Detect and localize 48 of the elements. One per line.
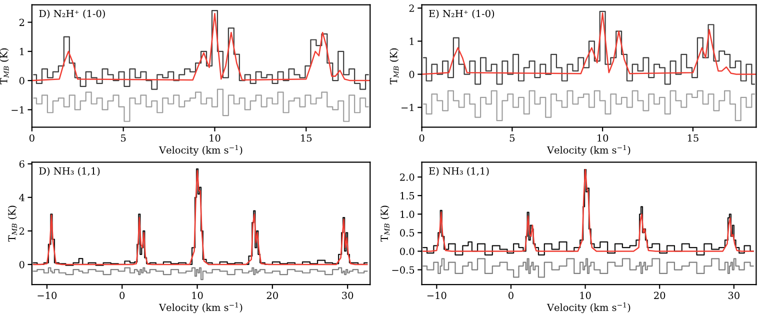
x-tick-label: 0 (120, 292, 125, 300)
x-tick-label: 0 (508, 292, 514, 300)
x-tick-label: 20 (266, 292, 278, 300)
y-axis-title: T$_{MB}$ (K) (8, 206, 17, 242)
x-tick-label: 10 (192, 292, 203, 300)
annotation: E) N₂H⁺ (1-0) (429, 10, 494, 19)
y-tick-label: 0 (19, 260, 24, 268)
y-axis-title: T$_{MB}$ (K) (380, 206, 390, 242)
y-tick-label: 1.0 (400, 210, 414, 218)
y-tick-label: 1 (20, 48, 24, 56)
y-axis-title: T$_{MB}$ (K) (0, 48, 9, 84)
x-tick-label: −10 (38, 292, 57, 300)
x-tick-label: 20 (654, 292, 666, 300)
annotation: D) N₂H⁺ (1-0) (39, 10, 105, 19)
x-tick-label: −10 (427, 292, 446, 300)
y-axis-title: T$_{MB}$ (K) (390, 48, 399, 84)
y-tick-label: 2 (409, 4, 414, 12)
y-tick-label: 2.0 (400, 174, 414, 181)
x-tick-label: 5 (121, 134, 126, 142)
y-tick-label: 0 (409, 70, 414, 78)
x-tick-label: 0 (29, 134, 34, 142)
x-axis-title: Velocity (km s$^{−1}$) (158, 144, 242, 156)
x-tick-label: 15 (688, 134, 698, 142)
x-tick-label: 5 (510, 134, 515, 142)
x-tick-label: 15 (301, 134, 312, 142)
y-tick-label: −1 (402, 104, 414, 112)
x-tick-label: 0 (419, 134, 424, 142)
x-tick-label: 30 (728, 292, 740, 300)
y-tick-label: 1.5 (400, 192, 414, 200)
x-axis-title: Velocity (km s$^{−1}$) (546, 144, 630, 156)
y-tick-label: 2 (19, 227, 24, 235)
y-tick-label: 2 (19, 18, 24, 26)
y-tick-label: 6 (19, 160, 24, 168)
y-tick-label: 4 (19, 194, 24, 202)
x-tick-label: 10 (580, 292, 591, 300)
y-tick-label: −1 (12, 106, 24, 114)
y-tick-label: 1 (410, 38, 414, 45)
y-tick-label: 0.0 (400, 248, 414, 256)
y-tick-label: −0.5 (392, 266, 414, 274)
x-tick-label: 10 (598, 134, 608, 142)
y-tick-label: 0.5 (400, 229, 414, 236)
x-axis-title: Velocity (km s$^{−1}$) (546, 302, 630, 314)
x-tick-label: 30 (342, 292, 354, 300)
x-axis-title: Velocity (km s$^{−1}$) (158, 302, 242, 314)
annotation: D) NH₃ (1,1) (39, 167, 100, 176)
y-tick-label: 0 (19, 77, 24, 84)
x-tick-label: 10 (210, 134, 220, 142)
annotation: E) NH₃ (1,1) (429, 167, 489, 176)
